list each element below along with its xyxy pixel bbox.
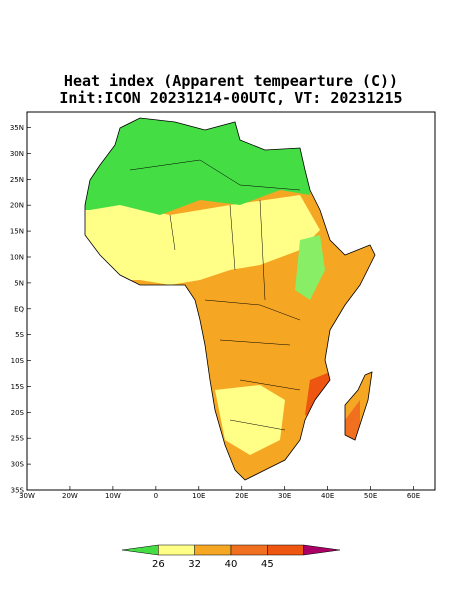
y-tick-label: 15S: [11, 383, 25, 391]
colorbar-swatch: [230, 544, 268, 556]
x-tick-label: 10E: [192, 492, 205, 500]
borders: [129, 159, 301, 431]
y-tick-label: 30S: [11, 461, 25, 469]
x-tick-label: 30W: [19, 492, 35, 500]
y-tick-label: 10N: [10, 253, 24, 261]
x-tick-label: 40E: [321, 492, 334, 500]
y-tick-label: 35N: [10, 124, 24, 132]
x-tick-label: 10W: [105, 492, 121, 500]
y-tick-label: 10S: [11, 357, 25, 365]
y-tick-label: 15N: [10, 228, 24, 236]
colorbar-label: 40: [225, 559, 238, 570]
colorbar-label: 26: [152, 559, 165, 570]
y-tick-label: 20S: [11, 409, 25, 417]
x-tick-label: 0: [154, 492, 158, 500]
y-tick-label: 25S: [11, 435, 25, 443]
colorbar-swatch: [121, 544, 159, 556]
subtitle: Init:ICON 20231214-00UTC, VT: 20231215: [59, 89, 402, 107]
title: Heat index (Apparent tempearture (C)): [64, 72, 398, 90]
colorbar-swatch: [267, 544, 304, 556]
colorbar-swatch: [194, 544, 232, 556]
colorbar-swatch: [303, 544, 341, 556]
x-tick-label: 60E: [407, 492, 420, 500]
x-tick-label: 20W: [62, 492, 78, 500]
y-tick-label: 25N: [10, 176, 24, 184]
x-tick-label: 50E: [364, 492, 377, 500]
y-tick-label: 5S: [15, 331, 24, 339]
y-tick-label: 30N: [10, 150, 24, 158]
colorbar-label: 32: [188, 559, 201, 570]
heat-field: [85, 118, 375, 480]
colorbar-swatch: [158, 544, 195, 556]
x-tick-label: 20E: [235, 492, 248, 500]
coastline: [84, 117, 376, 481]
y-tick-label: 35S: [11, 487, 25, 495]
map-frame: [26, 111, 436, 491]
y-tick-label: 20N: [10, 202, 24, 210]
y-tick-label: 5N: [14, 279, 24, 287]
y-tick-label: EQ: [14, 305, 24, 313]
x-tick-label: 30E: [278, 492, 291, 500]
colorbar-label: 45: [261, 559, 274, 570]
